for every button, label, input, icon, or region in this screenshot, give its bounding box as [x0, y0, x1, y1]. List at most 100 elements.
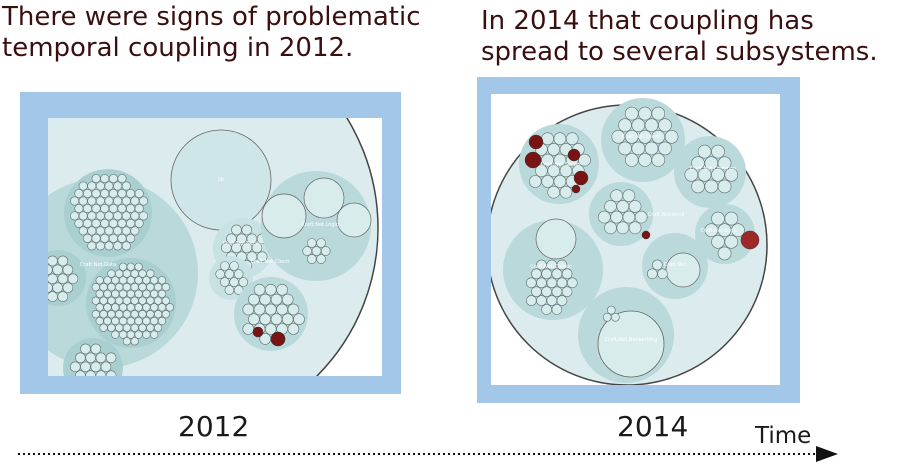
- leaf-circle: [95, 316, 104, 326]
- hotspot-5: [571, 184, 581, 194]
- hotspot-6: [641, 230, 651, 240]
- leaf-circle: [115, 296, 124, 305]
- leaf-circle: [100, 218, 110, 228]
- leaf-circle: [724, 235, 739, 249]
- leaf-pack-g: [647, 259, 668, 280]
- leaf-circle: [87, 196, 97, 206]
- leaf-circle: [78, 196, 88, 206]
- leaf-circle: [320, 246, 331, 256]
- label-mid: Craft.Net: [664, 262, 687, 268]
- leaf-circle: [90, 343, 102, 355]
- leaf-circle: [256, 251, 268, 262]
- leaf-circle: [82, 218, 92, 228]
- leaf-circle: [150, 330, 159, 339]
- leaf-circle: [556, 259, 568, 271]
- visualization-frame-2012: lib Craft.Net.Data Craft.Net.Server Craf…: [20, 92, 401, 394]
- leaf-circle: [130, 283, 139, 292]
- label-right: Craft.Net.Logic: [700, 228, 738, 234]
- leaf-circle: [100, 204, 110, 214]
- leaf-circle: [104, 181, 114, 191]
- leaf-circle: [121, 181, 131, 191]
- leaf-pack-g: [302, 238, 331, 264]
- leaf-circle: [103, 316, 112, 326]
- leaf-circle: [134, 204, 144, 214]
- leaf-circle: [126, 189, 136, 199]
- leaf-circle: [126, 289, 135, 298]
- leaf-circle: [157, 316, 167, 326]
- leaf-circle: [82, 233, 92, 243]
- leaf-circle: [541, 304, 552, 315]
- leaf-circle: [134, 276, 143, 285]
- leaf-circle: [528, 175, 542, 188]
- leaf-circle: [724, 168, 739, 182]
- leaf-circle: [634, 210, 648, 224]
- leaf-circle: [115, 310, 124, 319]
- leaf-circle: [541, 268, 552, 280]
- leaf-circle: [99, 323, 108, 332]
- leaf-circle: [150, 289, 159, 298]
- leaf-circle: [146, 323, 155, 332]
- leaf-circle: [622, 210, 636, 224]
- leaf-circle: [704, 179, 719, 194]
- caption-2012: There were signs of problematic temporal…: [2, 2, 421, 63]
- leaf-pack-a: [528, 132, 591, 199]
- leaf-circle: [287, 323, 300, 335]
- leaf-circle: [691, 179, 705, 194]
- leaf-circle: [251, 242, 263, 254]
- leaf-circle: [631, 141, 646, 156]
- leaf-circle: [618, 141, 632, 156]
- leaf-circle: [536, 295, 547, 306]
- leaf-circle: [525, 277, 537, 289]
- leaf-circle: [108, 173, 118, 183]
- leaf-circle: [100, 173, 110, 183]
- leaf-circle: [242, 323, 255, 335]
- leaf-circle: [664, 129, 679, 144]
- leaf-circle: [139, 196, 149, 206]
- leaf-circle: [697, 168, 712, 182]
- leaf-pack-b: [91, 262, 174, 346]
- leaf-circle: [165, 303, 174, 312]
- leaf-circle: [161, 296, 170, 305]
- leaf-circle: [108, 204, 118, 214]
- circle-packing-2014: Craft.Net.Server Craft.Net.Client Craft.…: [491, 94, 780, 385]
- leaf-circle: [146, 310, 155, 319]
- leaf-circle: [616, 221, 630, 235]
- leaf-circle: [611, 129, 626, 144]
- leaf-circle: [113, 226, 123, 236]
- label-bottom: Craft.Net.Networking: [605, 337, 658, 343]
- leaf-circle: [117, 233, 127, 243]
- leaf-circle: [100, 361, 112, 373]
- leaf-circle: [134, 262, 143, 271]
- year-label-2014: 2014: [617, 410, 689, 443]
- leaf-circle: [525, 295, 537, 306]
- leaf-circle: [48, 273, 58, 285]
- leaf-circle: [150, 316, 159, 326]
- label-mid: Craft.Net.Client: [251, 259, 290, 265]
- leaf-circle: [547, 143, 561, 156]
- hotspot-4: [573, 170, 589, 186]
- caption-2014: In 2014 that coupling has spread to seve…: [481, 6, 878, 67]
- label-center: Craft.Net.Server: [223, 241, 265, 247]
- leaf-circle: [711, 211, 725, 226]
- leaf-circle: [126, 276, 135, 285]
- leaf-circle: [67, 273, 79, 285]
- leaf-circle: [126, 316, 135, 326]
- leaf-pack-f: [215, 261, 249, 295]
- leaf-circle: [134, 316, 143, 326]
- leaf-circle: [242, 303, 255, 316]
- leaf-circle: [113, 181, 123, 191]
- leaf-circle: [253, 303, 266, 316]
- arrow-head-icon: [816, 446, 838, 462]
- leaf-circle: [616, 200, 630, 213]
- leaf-circle: [316, 254, 326, 264]
- leaf-circle: [598, 210, 611, 224]
- leaf-circle: [118, 330, 128, 339]
- leaf-circle: [108, 233, 118, 243]
- leaf-circle: [91, 204, 101, 214]
- leaf-circle: [74, 189, 84, 199]
- leaf-circle: [48, 255, 58, 267]
- leaf-circle: [130, 310, 139, 319]
- hotspot-1: [252, 326, 264, 338]
- leaf-circle: [578, 153, 591, 167]
- leaf-circle: [69, 361, 81, 373]
